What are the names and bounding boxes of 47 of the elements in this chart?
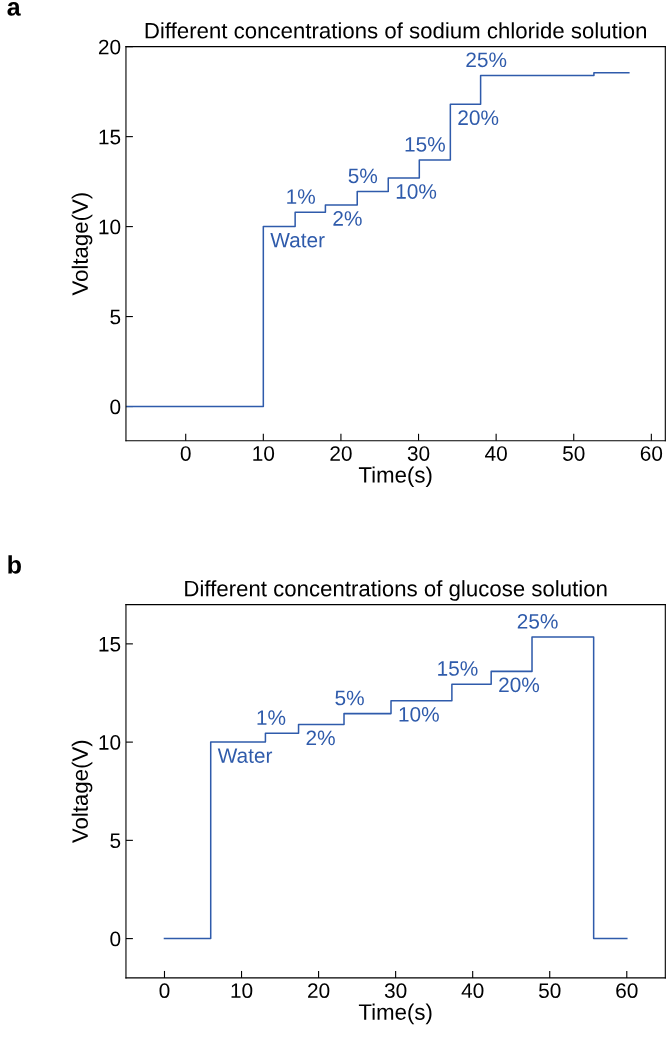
x-tick-label: 30 [384,983,407,999]
x-axis-title: Time(s) [358,466,432,488]
x-tick-label: 10 [231,983,253,999]
y-tick-label: 5 [110,833,121,849]
annotation: 2% [333,211,362,226]
y-tick-label: 5 [110,309,121,325]
x-tick-label: 60 [616,983,638,999]
annotation: 10% [399,706,439,722]
x-tick-label: 10 [253,446,275,461]
x-tick-label: 20 [308,983,330,999]
x-tick-label: 60 [640,446,663,461]
x-tick-label: 20 [330,446,352,461]
y-axis-title: Voltage(V) [71,740,93,844]
annotation: 1% [257,710,286,725]
chart-title: Different concentrations of glucose solution [185,580,607,601]
y-tick-label: 15 [99,637,121,652]
annotation: 15% [405,137,445,152]
annotation: 5% [335,690,364,706]
y-tick-label: 20 [98,39,121,55]
annotation: 25% [466,52,507,68]
y-tick-label: 10 [99,735,121,750]
x-tick-label: 50 [538,983,561,999]
text: b [8,555,21,574]
chart-title: Different concentrations of sodium chloride solution [145,22,646,39]
y-tick-label: 15 [99,129,121,145]
annotation: 2% [306,730,335,746]
annotation: 20% [499,677,540,693]
x-tick-label: 30 [407,446,430,461]
annotation: 10% [396,184,437,199]
annotation: 15% [438,661,478,676]
x-tick-label: 40 [485,446,507,461]
annotation: 20% [458,110,499,126]
annotation: Water [270,232,325,248]
annotation: 5% [348,168,378,184]
annotation: 1% [287,189,316,204]
x-axis-title: Time(s) [358,1003,432,1025]
annotation: Water [217,748,273,763]
annotation: 25% [517,613,558,629]
x-tick-label: 0 [159,983,170,999]
x-tick-label: 40 [461,983,484,999]
text: a [7,2,21,16]
x-tick-label: 0 [180,446,191,461]
y-axis-title: Voltage(V) [71,193,93,296]
x-tick-label: 50 [562,446,585,461]
y-tick-label: 0 [110,931,121,947]
y-tick-label: 10 [99,219,121,235]
y-tick-label: 0 [110,399,121,415]
